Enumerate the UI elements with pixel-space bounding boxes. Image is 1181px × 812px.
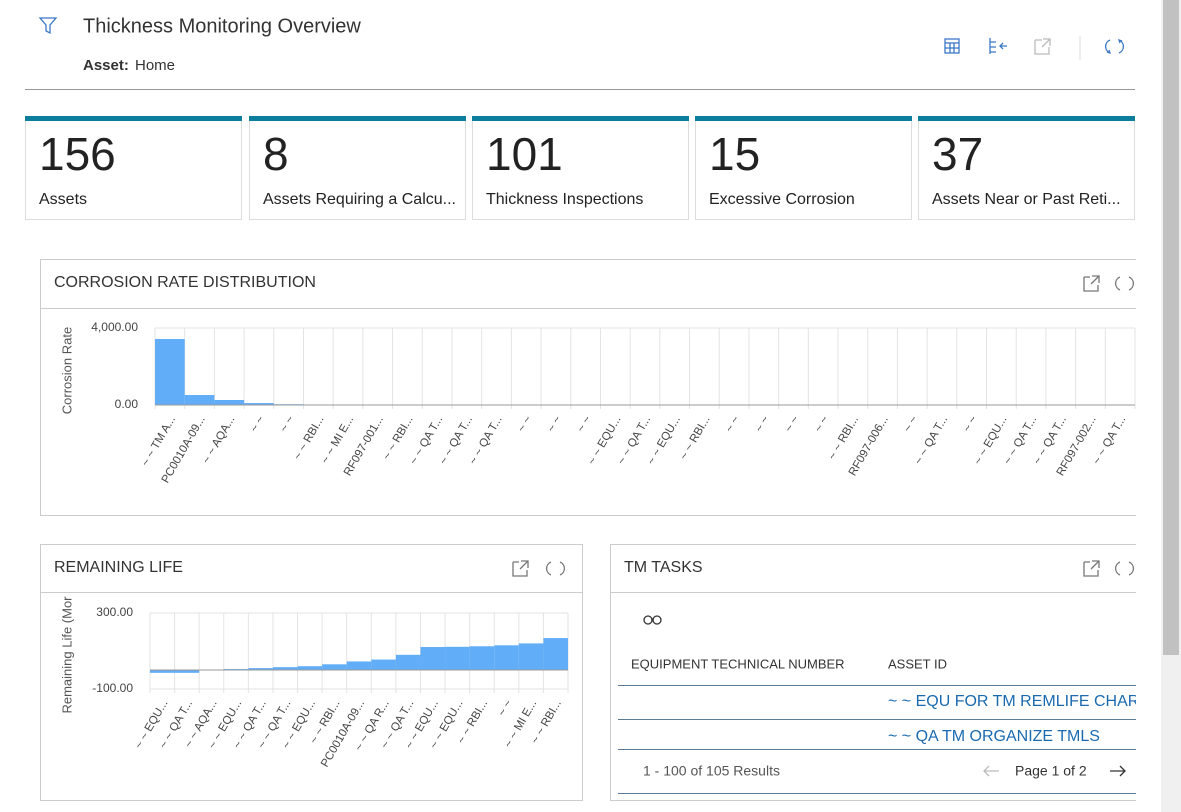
bar [371, 659, 396, 670]
page-title: Thickness Monitoring Overview [83, 15, 361, 37]
y-tick-label: 0.00 [115, 397, 139, 411]
expand-icon[interactable] [1083, 275, 1100, 292]
kpi-box [25, 116, 242, 220]
bar [272, 667, 298, 670]
bar [518, 643, 544, 670]
kpi-label: Excessive Corrosion [709, 191, 855, 208]
column-header[interactable]: ASSET ID [888, 656, 947, 671]
bar [543, 638, 568, 670]
kpi-card[interactable]: 8 Assets Requiring a Calcu... [249, 116, 466, 220]
open-icon[interactable] [1034, 38, 1051, 55]
column-header[interactable]: EQUIPMENT TECHNICAL NUMBER [631, 656, 845, 671]
remaining-life-panel [40, 544, 583, 801]
asset-link[interactable]: ~ ~ QA TM ORGANIZE TMLS [888, 728, 1100, 745]
calendar-icon[interactable] [944, 38, 960, 54]
expand-icon[interactable] [1083, 560, 1100, 577]
asset-link[interactable]: ~ ~ EQU FOR TM REMLIFE CHAR [888, 693, 1139, 710]
kpi-value: 8 [263, 128, 289, 180]
bar [322, 664, 347, 670]
bar [420, 647, 446, 670]
kpi-box [472, 116, 689, 220]
hierarchy-icon[interactable] [989, 38, 1007, 54]
bar [494, 645, 519, 670]
next-page[interactable] [1110, 765, 1126, 777]
bar [469, 646, 495, 670]
kpi-bar [249, 116, 466, 121]
kpi-value: 156 [39, 128, 116, 180]
bar [174, 670, 200, 673]
kpi-value: 15 [709, 128, 760, 180]
bar [445, 646, 470, 670]
kpi-label: Assets [39, 191, 87, 208]
bar [395, 654, 421, 670]
bar [184, 394, 215, 405]
tm-tasks-panel: TM TASKS EQUIPMENT TECHNICAL NUMBER ASSE… [610, 544, 1139, 801]
kpi-bar [25, 116, 242, 121]
prev-page[interactable] [983, 765, 999, 777]
kpi-label: Assets Requiring a Calcu... [263, 191, 456, 208]
y-tick-label: -100.00 [92, 681, 133, 695]
refresh-icon[interactable] [545, 561, 566, 576]
scrollbar-thumb[interactable] [1163, 0, 1179, 655]
kpi-card[interactable]: 101 Thickness Inspections [472, 116, 689, 220]
kpi-value: 37 [932, 128, 983, 180]
bar [214, 399, 245, 405]
panel-title: CORROSION RATE DISTRIBUTION [54, 274, 316, 291]
panel-title: TM TASKS [624, 559, 703, 576]
expand-icon[interactable] [512, 560, 529, 577]
kpi-bar [918, 116, 1135, 121]
corrosion-panel [40, 259, 1136, 516]
kpi-bar [695, 116, 912, 121]
kpi-label: Thickness Inspections [486, 191, 643, 208]
refresh-icon[interactable] [1114, 561, 1135, 576]
asset-value: Home [135, 57, 175, 74]
refresh-icon[interactable] [1114, 276, 1135, 291]
bar [244, 403, 274, 405]
kpi-box [249, 116, 466, 220]
filter-icon[interactable] [38, 17, 58, 35]
y-tick-label: 300.00 [96, 605, 133, 619]
kpi-card[interactable]: 37 Assets Near or Past Reti... [918, 116, 1135, 220]
y-tick-label: 4,000.00 [91, 320, 138, 334]
kpi-row: 156 Assets 8 Assets Requiring a Calcu... 101… [25, 116, 1135, 220]
kpi-value: 101 [486, 128, 563, 180]
y-axis-label: Remaining Life (Mor [59, 596, 74, 714]
kpi-label: Assets Near or Past Reti... [932, 191, 1121, 208]
page-indicator: Page 1 of 2 [1015, 763, 1087, 779]
bar [248, 668, 273, 670]
refresh-icon[interactable] [1104, 38, 1125, 55]
kpi-card[interactable]: 156 Assets [25, 116, 242, 220]
results-count: 1 - 100 of 105 Results [643, 763, 780, 779]
kpi-bar [472, 116, 689, 121]
kpi-card[interactable]: 15 Excessive Corrosion [695, 116, 912, 220]
search-icon[interactable] [643, 615, 662, 625]
y-axis-label: Corrosion Rate [59, 327, 74, 414]
toolbar [944, 36, 1125, 60]
bar [297, 666, 323, 670]
asset-label: Asset: [83, 57, 129, 74]
bar [155, 338, 185, 405]
bar [150, 670, 175, 673]
panel-title: REMAINING LIFE [54, 559, 183, 576]
bar [346, 661, 372, 670]
